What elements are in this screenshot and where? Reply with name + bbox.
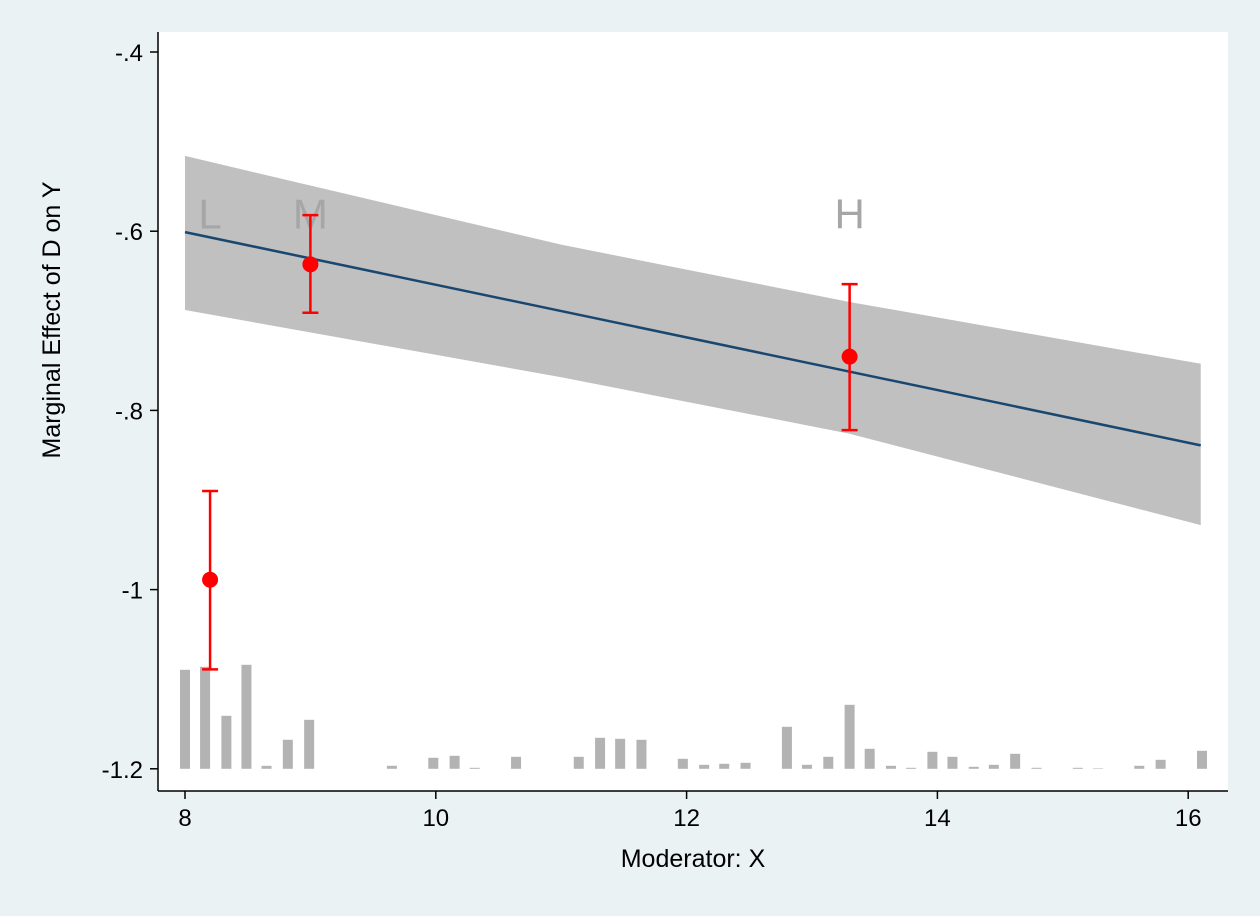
x-tick-label: 14: [924, 805, 951, 832]
y-tick-label: -.6: [115, 219, 143, 246]
histogram-bar: [823, 756, 834, 769]
histogram-bar: [615, 738, 626, 769]
y-axis-title: Marginal Effect of D on Y: [38, 181, 66, 458]
y-tick-label: -.4: [115, 40, 143, 67]
histogram-bar: [1155, 759, 1166, 769]
histogram-bar: [1092, 768, 1103, 769]
histogram-bar: [636, 739, 647, 769]
bin-estimate-point: [202, 571, 219, 588]
histogram-bar: [844, 704, 855, 769]
histogram-bar: [221, 715, 232, 769]
histogram-bar: [927, 751, 938, 769]
x-tick-label: 10: [422, 805, 449, 832]
bin-estimate-point: [841, 348, 858, 365]
histogram-bar: [1196, 750, 1207, 769]
histogram-bar: [449, 755, 460, 769]
y-tick-label: -1.2: [102, 757, 143, 784]
histogram-bar: [677, 758, 688, 769]
histogram-bar: [719, 763, 730, 769]
x-ticks: 8 10 12 14 16: [178, 791, 1202, 832]
histogram-bar: [886, 765, 897, 769]
bin-estimates: [202, 213, 858, 671]
bin-estimate-point: [302, 256, 319, 273]
marginal-effect-line: [184, 230, 1201, 447]
histogram-bar: [261, 765, 272, 769]
bin-label-H: H: [834, 190, 864, 237]
histogram-bar: [1072, 767, 1083, 769]
y-tick-label: -1: [122, 578, 143, 605]
x-tick-label: 8: [178, 805, 191, 832]
x-tick-label: 12: [673, 805, 700, 832]
y-tick-label: -.8: [115, 398, 143, 425]
histogram-bar: [511, 756, 522, 769]
histogram-bar: [469, 767, 480, 769]
histogram-bar: [968, 766, 979, 769]
histogram-bar: [241, 664, 252, 769]
histogram-bar: [1134, 765, 1145, 769]
histogram-bar: [386, 765, 397, 769]
histogram-bar: [282, 739, 293, 769]
histogram-bar: [180, 669, 190, 769]
histogram-bar: [573, 756, 584, 769]
histogram-bar: [1010, 753, 1021, 769]
y-ticks: -.4 -.6 -.8 -1 -1.2: [102, 40, 158, 784]
histogram-bar: [699, 764, 710, 769]
histogram-bar: [864, 748, 875, 769]
confidence-band: [185, 155, 1201, 526]
histogram: [180, 664, 1207, 769]
histogram-bar: [906, 767, 917, 769]
histogram-bar: [781, 726, 792, 769]
histogram-bar: [200, 666, 211, 769]
histogram-bar: [988, 764, 999, 769]
histogram-bar: [947, 756, 958, 769]
histogram-bar: [595, 737, 606, 769]
histogram-bar: [428, 757, 439, 769]
histogram-bar: [801, 764, 812, 769]
histogram-bar: [1031, 767, 1042, 769]
bin-label-L: L: [198, 190, 221, 237]
x-tick-label: 16: [1175, 805, 1202, 832]
x-axis-title: Moderator: X: [621, 845, 766, 873]
histogram-bar: [304, 719, 315, 769]
histogram-bar: [740, 762, 751, 769]
